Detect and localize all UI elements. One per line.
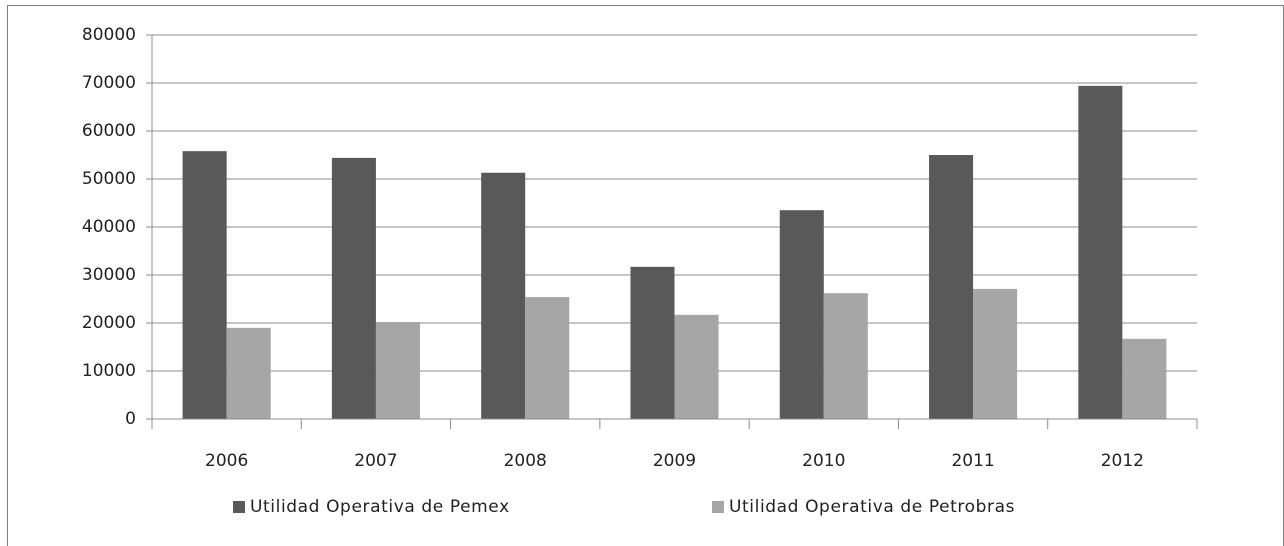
x-tick-label: 2011 [951, 451, 994, 471]
bar [331, 157, 376, 419]
x-tick-label: 2008 [504, 451, 547, 471]
bar [779, 210, 824, 419]
bar [973, 288, 1018, 419]
y-tick-label: 10000 [82, 361, 136, 381]
bar [823, 293, 868, 419]
legend-swatch [712, 501, 724, 513]
y-tick-label: 60000 [82, 121, 136, 141]
x-tick-label: 2006 [205, 451, 248, 471]
bar [182, 151, 227, 419]
y-tick-label: 50000 [82, 169, 136, 189]
bar [674, 314, 719, 419]
bar [630, 266, 675, 419]
x-tick-label: 2009 [653, 451, 696, 471]
bar [525, 297, 570, 419]
y-tick-label: 30000 [82, 265, 136, 285]
y-tick-label: 80000 [82, 25, 136, 45]
bar [1078, 85, 1123, 419]
x-tick-label: 2010 [802, 451, 845, 471]
legend-label: Utilidad Operativa de Pemex [250, 497, 510, 517]
legend-swatch [233, 501, 245, 513]
y-tick-label: 70000 [82, 73, 136, 93]
bar [1122, 338, 1167, 419]
legend-label: Utilidad Operativa de Petrobras [729, 497, 1015, 517]
y-tick-label: 40000 [82, 217, 136, 237]
bar [929, 155, 974, 419]
bar [226, 327, 271, 419]
bar [481, 172, 526, 419]
bar [375, 322, 420, 419]
x-tick-label: 2007 [354, 451, 397, 471]
x-tick-label: 2012 [1101, 451, 1144, 471]
y-tick-label: 20000 [82, 313, 136, 333]
y-tick-label: 0 [125, 409, 136, 429]
